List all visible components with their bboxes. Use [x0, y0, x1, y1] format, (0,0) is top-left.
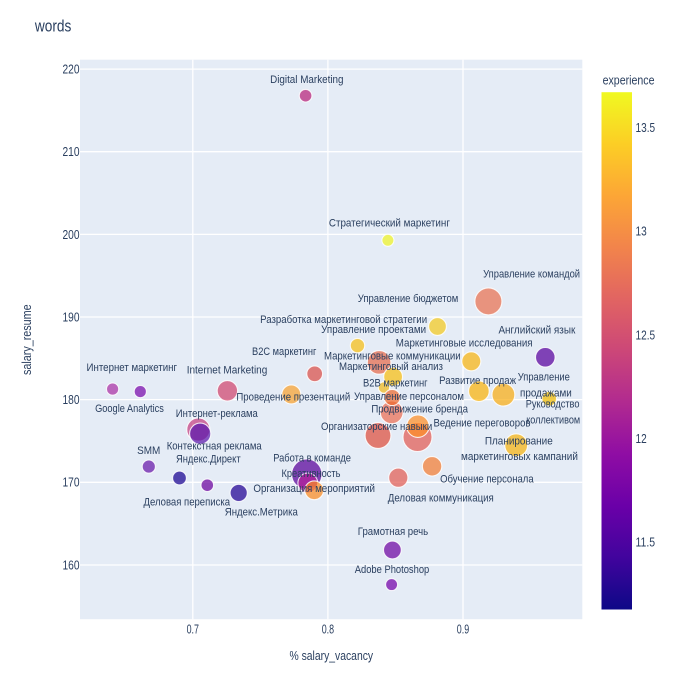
- svg-text:0.9: 0.9: [457, 623, 469, 637]
- svg-text:Руководство: Руководство: [526, 399, 580, 411]
- svg-text:Маркетинговые исследования: Маркетинговые исследования: [396, 337, 533, 349]
- svg-text:Деловая переписка: Деловая переписка: [144, 496, 231, 508]
- svg-text:Интернет маркетинг: Интернет маркетинг: [87, 362, 178, 374]
- svg-text:маркетинговых кампаний: маркетинговых кампаний: [461, 451, 578, 463]
- svg-text:% salary_vacancy: % salary_vacancy: [290, 648, 374, 663]
- svg-text:Контекстная реклама: Контекстная реклама: [167, 441, 263, 453]
- svg-text:коллективом: коллективом: [526, 415, 580, 427]
- svg-text:Управление: Управление: [518, 372, 570, 384]
- svg-text:Ведение переговоров: Ведение переговоров: [434, 418, 531, 430]
- svg-text:200: 200: [63, 228, 80, 242]
- svg-text:180: 180: [63, 393, 80, 407]
- svg-text:Управление персоналом: Управление персоналом: [354, 391, 464, 403]
- svg-text:210: 210: [63, 145, 80, 159]
- svg-text:11.5: 11.5: [636, 536, 656, 550]
- svg-text:Деловая коммуникация: Деловая коммуникация: [388, 493, 494, 505]
- svg-text:words: words: [34, 17, 71, 36]
- svg-text:Работа в команде: Работа в команде: [273, 452, 351, 464]
- svg-text:Обучение персонала: Обучение персонала: [440, 473, 534, 485]
- svg-text:13.5: 13.5: [636, 121, 656, 135]
- svg-text:12.5: 12.5: [636, 328, 656, 342]
- svg-text:Грамотная речь: Грамотная речь: [358, 526, 429, 538]
- svg-text:Проведение презентаций: Проведение презентаций: [236, 392, 350, 404]
- svg-text:Продвижение бренда: Продвижение бренда: [371, 404, 468, 416]
- svg-text:Английский язык: Английский язык: [498, 325, 575, 337]
- svg-text:Google Analytics: Google Analytics: [95, 403, 164, 415]
- svg-text:Стратегический маркетинг: Стратегический маркетинг: [329, 218, 450, 230]
- svg-text:B2B маркетинг: B2B маркетинг: [363, 377, 428, 389]
- svg-text:продажами: продажами: [520, 388, 572, 400]
- svg-text:Яндекс.Метрика: Яндекс.Метрика: [225, 506, 299, 518]
- svg-text:experience: experience: [603, 72, 655, 87]
- svg-text:Разработка маркетинговой страт: Разработка маркетинговой стратегии: [260, 314, 427, 326]
- svg-text:220: 220: [63, 63, 80, 77]
- svg-text:Креативность: Креативность: [282, 468, 341, 480]
- svg-text:salary_resume: salary_resume: [19, 304, 34, 375]
- svg-text:Интернет-реклама: Интернет-реклама: [176, 408, 259, 420]
- svg-text:160: 160: [63, 558, 80, 572]
- svg-text:12: 12: [636, 432, 647, 446]
- svg-text:Яндекс.Директ: Яндекс.Директ: [176, 454, 241, 466]
- svg-text:Развитие продаж: Развитие продаж: [439, 375, 516, 387]
- svg-text:Маркетинговые коммуникации: Маркетинговые коммуникации: [324, 350, 461, 362]
- svg-text:0.7: 0.7: [187, 623, 199, 637]
- svg-text:Организация мероприятий: Организация мероприятий: [253, 483, 375, 495]
- svg-text:Управление командой: Управление командой: [483, 268, 580, 280]
- svg-text:13: 13: [636, 225, 647, 239]
- svg-text:Управление проектами: Управление проектами: [321, 324, 426, 336]
- svg-text:170: 170: [63, 476, 80, 490]
- svg-text:Internet Marketing: Internet Marketing: [187, 365, 268, 377]
- svg-text:Управление бюджетом: Управление бюджетом: [358, 293, 459, 305]
- svg-text:Планирование: Планирование: [485, 436, 553, 448]
- svg-text:Организаторские навыки: Организаторские навыки: [321, 421, 432, 433]
- svg-text:Adobe Photoshop: Adobe Photoshop: [355, 564, 430, 576]
- svg-text:Digital Marketing: Digital Marketing: [270, 74, 343, 86]
- svg-text:B2C маркетинг: B2C маркетинг: [252, 346, 316, 358]
- svg-text:0.8: 0.8: [322, 623, 334, 637]
- svg-text:190: 190: [63, 310, 80, 324]
- svg-text:Маркетинговый анализ: Маркетинговый анализ: [339, 361, 443, 373]
- svg-text:SMM: SMM: [137, 445, 160, 457]
